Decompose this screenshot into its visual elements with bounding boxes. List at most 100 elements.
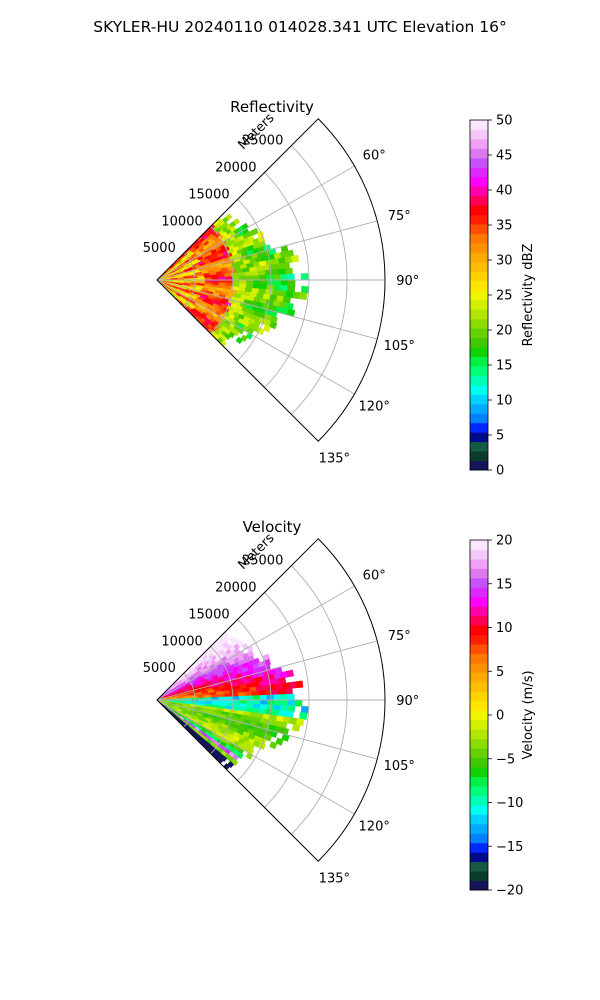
colorbar-tick-label: −5 [496, 752, 515, 767]
colorbar-segment [470, 460, 488, 471]
data-cell [262, 264, 271, 272]
data-cell [280, 279, 289, 287]
colorbar-segment [470, 375, 488, 386]
azimuth-tick-label: 90° [396, 694, 419, 709]
velocity-panel: Velocity 5000 10000 15000 20000 25000 60° 75°… [143, 518, 536, 899]
colorbar-label: Reflectivity dBZ [521, 244, 536, 347]
data-cell [260, 279, 268, 286]
data-cell [294, 699, 303, 707]
colorbar-segment [470, 748, 488, 759]
data-cell [289, 717, 298, 725]
colorbar-segment [470, 356, 488, 367]
velocity-title: Velocity [243, 518, 302, 536]
colorbar-segment [470, 403, 488, 414]
colorbar-tick-label: 15 [496, 577, 513, 592]
data-cell [275, 683, 284, 690]
colorbar-segment [470, 195, 488, 206]
colorbar-tick-label: 25 [496, 289, 513, 304]
colorbar-segment [470, 365, 488, 376]
colorbar-segment [470, 328, 488, 339]
radial-tick-label: 15000 [188, 607, 229, 622]
colorbar-segment [470, 729, 488, 740]
colorbar-tick-label: 35 [496, 219, 513, 234]
colorbar-segment [470, 176, 488, 187]
colorbar-segment [470, 596, 488, 607]
data-cell [237, 271, 246, 277]
colorbar-segment [470, 625, 488, 636]
reflectivity-panel: Reflectivity 5000 10000 15000 20000 25000 60… [143, 98, 536, 479]
data-cell [273, 699, 282, 706]
data-cell [251, 690, 259, 697]
azimuth-tick-label: 90° [396, 274, 419, 289]
data-cell [225, 213, 233, 221]
radial-tick-label: 10000 [161, 634, 202, 649]
data-cell [275, 263, 284, 270]
colorbar-segment [470, 615, 488, 626]
velocity-azimuth-tick-labels: 60° 75° 90° 105° 120° 135° [319, 569, 420, 887]
data-cell [259, 274, 268, 281]
azimuth-tick-label: 105° [384, 759, 415, 774]
colorbar-tick-label: 0 [496, 709, 504, 724]
colorbar-segment [470, 186, 488, 197]
data-cell [231, 758, 239, 767]
colorbar-segment [470, 337, 488, 348]
colorbar-tick-label: 5 [496, 429, 504, 444]
colorbar-segment [470, 785, 488, 796]
colorbar-label: Velocity (m/s) [521, 670, 536, 759]
colorbar-segment [470, 129, 488, 140]
azimuth-gridline [156, 699, 355, 815]
radial-tick-label: 20000 [215, 581, 256, 596]
colorbar-segment [470, 138, 488, 149]
colorbar-segment [470, 242, 488, 253]
data-cell [258, 690, 266, 696]
data-cell [239, 279, 248, 285]
data-cell [253, 279, 261, 285]
data-cell [244, 691, 253, 697]
data-cell [235, 336, 243, 344]
data-cell [280, 705, 289, 712]
radial-tick-label: 5000 [143, 661, 176, 676]
reflectivity-colorbar: 0 5 10 15 20 25 30 35 40 45 50 Reflectivity dBZ [469, 114, 536, 479]
data-cell [291, 723, 301, 732]
colorbar-tick-label: −10 [496, 796, 523, 811]
colorbar-segment [470, 309, 488, 320]
colorbar-segment [470, 451, 488, 462]
data-cell [269, 321, 278, 330]
colorbar-segment [470, 233, 488, 244]
colorbar-segment [470, 252, 488, 263]
colorbar-segment [470, 719, 488, 730]
data-cell [225, 276, 233, 281]
colorbar-segment [470, 422, 488, 433]
colorbar-segment [470, 577, 488, 588]
colorbar-segment [470, 767, 488, 777]
colorbar-segment [470, 540, 488, 550]
data-cell [273, 704, 282, 712]
colorbar-segment [470, 606, 488, 617]
radial-tick-label: 5000 [143, 241, 176, 256]
data-cell [287, 273, 295, 281]
sector-outline [156, 118, 386, 442]
data-cell [273, 284, 282, 292]
colorbar-segment [470, 757, 488, 768]
data-cell [266, 274, 275, 281]
data-cell [285, 687, 293, 695]
data-cell [222, 636, 229, 644]
azimuth-gridline [156, 699, 378, 760]
colorbar-segment [470, 347, 488, 357]
data-cell [273, 694, 281, 701]
colorbar-segment [470, 299, 488, 310]
colorbar-segment [470, 167, 488, 178]
data-cell [280, 285, 289, 292]
colorbar-segment [470, 700, 488, 711]
data-cell [244, 271, 253, 277]
data-cell [300, 706, 309, 714]
colorbar-segment [470, 549, 488, 560]
data-cell [232, 276, 240, 281]
reflectivity-sector-frame [156, 118, 386, 442]
colorbar-segment [470, 852, 488, 863]
data-cell [239, 695, 247, 701]
colorbar-segment [470, 880, 488, 891]
azimuth-gridline [156, 585, 355, 701]
colorbar-segment [470, 318, 488, 329]
